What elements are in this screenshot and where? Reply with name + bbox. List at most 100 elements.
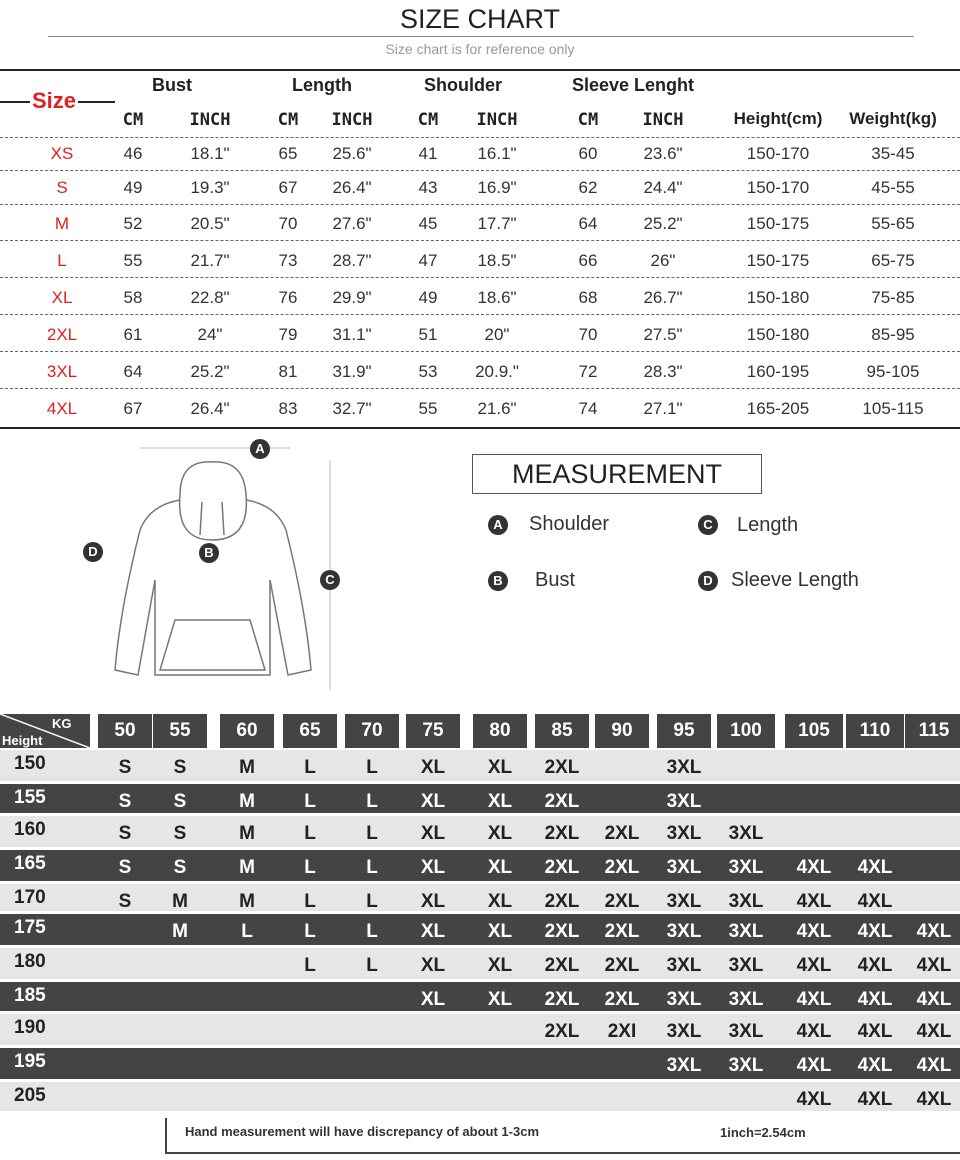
weight-header: 85 [535, 714, 589, 748]
size-value: 85-95 [871, 325, 915, 344]
size-cell: L [366, 791, 378, 812]
height-label: 205 [14, 1085, 46, 1106]
weight-header: 110 [846, 714, 904, 748]
column-header: INCH [189, 110, 231, 130]
size-cell: L [304, 955, 316, 976]
size-cell: L [304, 891, 316, 912]
size-value: 64 [578, 214, 598, 233]
size-value: 150-175 [746, 214, 810, 233]
row-divider [0, 137, 960, 138]
weight-header: 55 [153, 714, 207, 748]
size-value: 150-170 [746, 178, 810, 197]
size-cell: L [366, 921, 378, 942]
legend-b-icon: B [488, 571, 508, 591]
height-label: 170 [14, 887, 46, 908]
weight-header: 50 [98, 714, 152, 748]
size-cell: M [172, 891, 188, 912]
column-header: CM [577, 110, 599, 130]
size-cell: 3XL [666, 823, 702, 844]
size-value: 17.7" [477, 214, 517, 233]
table-top-border [0, 69, 960, 71]
weight-header: 60 [220, 714, 274, 748]
size-cell: 2XL [544, 823, 580, 844]
grid-row: 160 S S M L L XL XL 2XL 2XL 3XL 3XL [0, 816, 960, 847]
size-value: 45 [418, 214, 438, 233]
size-cell: 2XL [544, 1021, 580, 1042]
size-value: 67 [123, 399, 143, 418]
size-cell: S [118, 857, 132, 878]
size-cell: L [366, 757, 378, 778]
size-cell: 3XL [666, 1021, 702, 1042]
size-cell: 4XL [916, 1055, 952, 1076]
height-label: 155 [14, 787, 46, 808]
size-cell: S [118, 791, 132, 812]
size-cell: 2XL [544, 989, 580, 1010]
row-divider [0, 351, 960, 352]
size-value: 150-180 [746, 325, 810, 344]
size-cell: S [173, 757, 187, 778]
size-cell: L [366, 955, 378, 976]
size-value: 55-65 [871, 214, 915, 233]
size-cell: 2XL [544, 891, 580, 912]
size-cell: 2XI [607, 1021, 637, 1042]
grid-row: 165 S S M L L XL XL 2XL 2XL 3XL 3XL 4XL 4XL [0, 850, 960, 881]
weight-header: 80 [473, 714, 527, 748]
size-value: 24.4" [643, 178, 683, 197]
size-cell: XL [420, 857, 446, 878]
size-value: 31.9" [332, 362, 372, 381]
title-divider [48, 36, 914, 37]
corner-height-label: Height [2, 733, 43, 748]
badge-b-icon: B [199, 543, 219, 563]
size-value: 20.9." [475, 362, 519, 381]
size-cell: 2XL [544, 921, 580, 942]
corner-kg-label: KG [52, 716, 72, 731]
size-cell: 4XL [857, 955, 893, 976]
size-cell: M [239, 891, 255, 912]
size-cell: 3XL [666, 791, 702, 812]
height-label: 185 [14, 985, 46, 1006]
legend-a-icon: A [488, 515, 508, 535]
size-value: 52 [123, 214, 143, 233]
weight-header: 70 [345, 714, 399, 748]
grid-corner: KG Height [0, 714, 90, 748]
column-header: Height(cm) [733, 109, 823, 128]
size-cell: XL [420, 989, 446, 1010]
size-value: 24" [197, 325, 223, 344]
weight-header: 115 [905, 714, 960, 748]
size-value: 25.2" [190, 362, 230, 381]
size-cell: XL [487, 791, 513, 812]
grid-row: 175 M L L L XL XL 2XL 2XL 3XL 3XL 4XL 4XL 4XL [0, 914, 960, 945]
size-value: 74 [578, 399, 598, 418]
size-value: 95-105 [866, 362, 920, 381]
size-cell: 2XL [604, 989, 640, 1010]
grid-row: 190 2XL 2XI 3XL 3XL 4XL 4XL 4XL [0, 1014, 960, 1045]
legend-d-icon: D [698, 571, 718, 591]
size-value: 61 [123, 325, 143, 344]
size-cell: 4XL [857, 1021, 893, 1042]
column-header: INCH [642, 110, 684, 130]
size-cell: 3XL [728, 1055, 764, 1076]
column-group-header: Sleeve Lenght [571, 75, 695, 95]
size-cell: 2XL [604, 823, 640, 844]
size-cell: L [366, 857, 378, 878]
size-value: 67 [278, 178, 298, 197]
size-cell: M [172, 921, 188, 942]
legend-c-icon: C [698, 515, 718, 535]
size-value: 58 [123, 288, 143, 307]
size-cell: 3XL [666, 989, 702, 1010]
grid-row: 185 XL XL 2XL 2XL 3XL 3XL 4XL 4XL 4XL [0, 982, 960, 1011]
grid-row: 170 S M M L L XL XL 2XL 2XL 3XL 3XL 4XL 4XL [0, 884, 960, 912]
size-value: 150-175 [746, 251, 810, 270]
size-value: 23.6" [643, 144, 683, 163]
size-name: XL [51, 288, 73, 307]
grid-row: 195 3XL 3XL 4XL 4XL 4XL [0, 1048, 960, 1079]
size-value: 60 [578, 144, 598, 163]
size-value: 32.7" [332, 399, 372, 418]
size-value: 16.9" [477, 178, 517, 197]
size-cell: S [118, 891, 132, 912]
size-value: 16.1" [477, 144, 517, 163]
size-cell: L [304, 757, 316, 778]
row-divider [0, 388, 960, 389]
size-cell: 3XL [666, 955, 702, 976]
size-name: M [54, 214, 70, 233]
